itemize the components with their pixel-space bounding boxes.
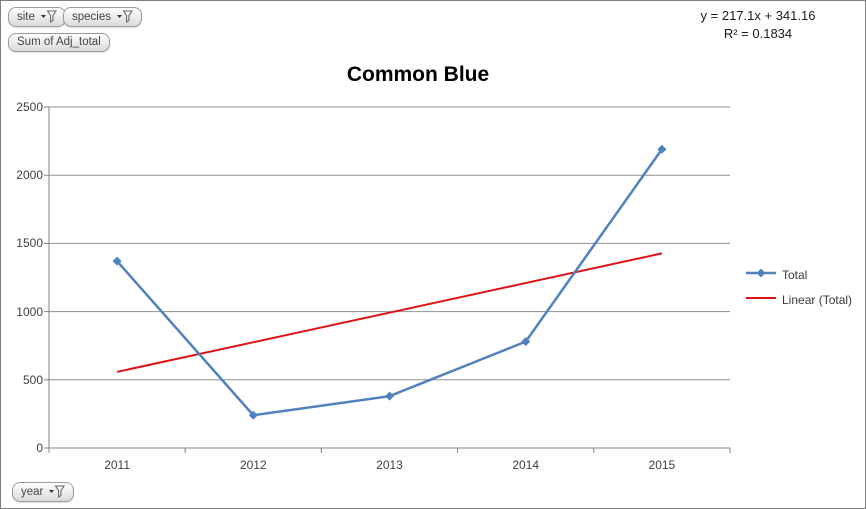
legend-label-linear-total: Linear (Total): [782, 292, 853, 307]
pivot-value-field-label: Sum of Adj_total: [17, 36, 101, 48]
series-line-total[interactable]: [116, 148, 663, 417]
trendline-r-squared: R² = 0.1834: [723, 25, 793, 41]
y-axis-tick-label: 500: [22, 372, 43, 387]
y-axis-tick-label: 0: [36, 441, 43, 455]
legend-item-total[interactable]: Total: [746, 267, 852, 282]
filter-dropdown-icon[interactable]: [48, 485, 66, 499]
pivot-field-button-site[interactable]: site: [8, 7, 66, 27]
legend-marker-total-icon: [746, 267, 776, 282]
y-axis-tick-label: 2000: [16, 168, 43, 183]
legend-marker-linear-icon: [746, 292, 776, 307]
pivot-field-button-year[interactable]: year: [12, 482, 75, 502]
chart-title[interactable]: Common Blue: [346, 63, 490, 86]
series-marker[interactable]: [521, 337, 531, 347]
series-marker[interactable]: [385, 391, 394, 401]
trendline[interactable]: [116, 252, 663, 373]
x-axis-tick-label: 2013: [376, 458, 403, 472]
trendline-equation-line1: y = 217.1x + 341.16: [700, 8, 816, 23]
series-marker[interactable]: [657, 144, 667, 154]
legend-label-total: Total: [782, 267, 808, 282]
pivot-field-year-label: year: [21, 485, 44, 498]
y-axis-tick-label: 1500: [16, 236, 43, 251]
filter-dropdown-icon[interactable]: [40, 10, 57, 24]
series-marker[interactable]: [112, 256, 122, 266]
trendline-equation[interactable]: y = 217.1x + 341.16 R² = 0.1834: [658, 7, 858, 42]
pivot-field-species-label: species: [72, 10, 111, 23]
x-axis-tick-label: 2011: [104, 458, 130, 472]
x-axis-tick-label: 2015: [648, 458, 676, 472]
y-axis-tick-label: 2500: [16, 100, 43, 114]
x-axis-tick-label: 2012: [239, 458, 267, 472]
pivot-field-site-label: site: [17, 10, 35, 23]
legend[interactable]: Total Linear (Total): [746, 267, 852, 317]
pivot-field-button-species[interactable]: species: [63, 7, 142, 27]
filter-dropdown-icon[interactable]: [116, 10, 134, 24]
series-marker[interactable]: [248, 410, 258, 420]
legend-item-linear-total[interactable]: Linear (Total): [746, 292, 852, 307]
y-axis-tick-label: 1000: [16, 304, 43, 319]
pivot-value-field-button[interactable]: Sum of Adj_total: [8, 33, 110, 52]
x-axis-tick-label: 2014: [512, 458, 540, 472]
